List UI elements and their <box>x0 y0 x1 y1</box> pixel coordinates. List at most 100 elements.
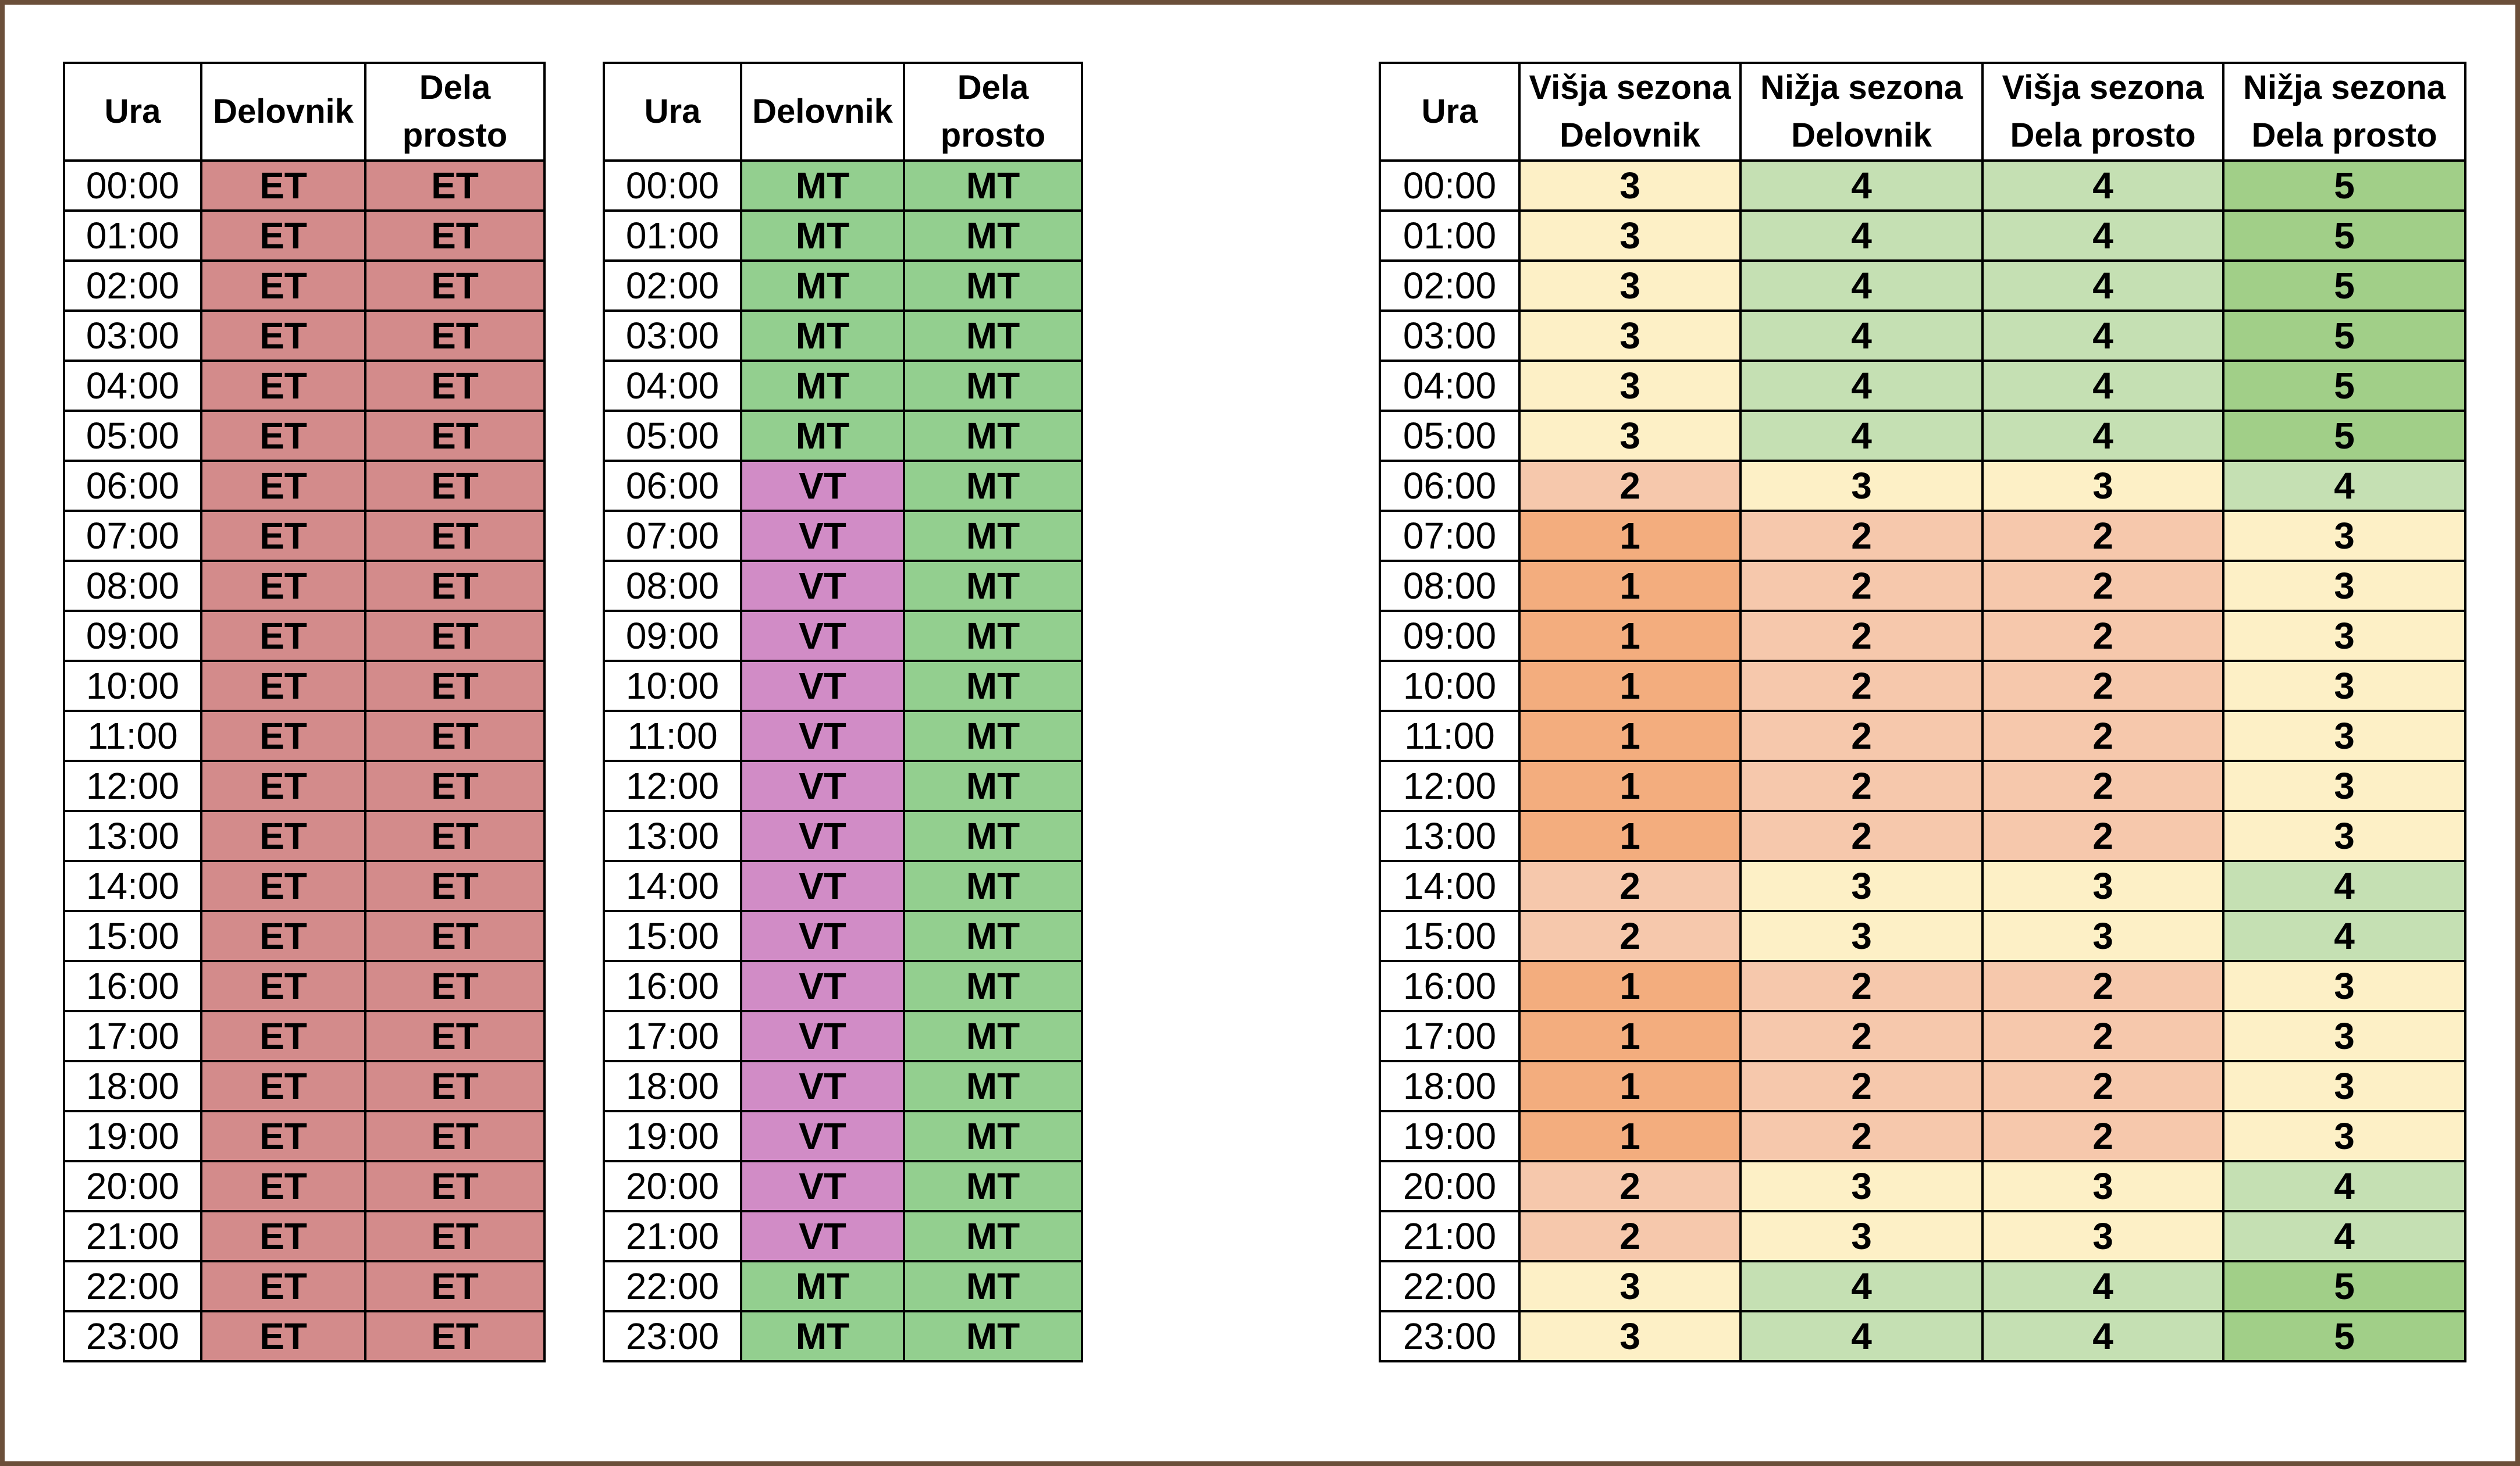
time-cell: 16:00 <box>1379 960 1521 1012</box>
value-cell: 5 <box>2222 1260 2466 1312</box>
header-cell: Delovnik <box>200 62 366 162</box>
value-cell: MT <box>903 710 1083 762</box>
time-cell: 00:00 <box>63 159 202 212</box>
header-cell: Višja sezona Delovnik <box>1518 62 1742 162</box>
value-cell: MT <box>740 1260 905 1312</box>
value-cell: MT <box>903 410 1083 462</box>
table-row: 06:00 2 3 3 4 <box>1379 460 2466 512</box>
table-row: 04:00 ET ET <box>63 360 546 412</box>
value-cell: 4 <box>1981 360 2224 412</box>
value-cell: 2 <box>1739 1110 1984 1162</box>
time-cell: 08:00 <box>63 560 202 612</box>
value-cell: ET <box>200 410 366 462</box>
value-cell: MT <box>903 1010 1083 1062</box>
time-cell: 11:00 <box>603 710 742 762</box>
value-cell: 5 <box>2222 360 2466 412</box>
time-cell: 09:00 <box>603 610 742 662</box>
time-cell: 08:00 <box>603 560 742 612</box>
value-cell: 1 <box>1518 760 1742 812</box>
value-cell: ET <box>200 510 366 562</box>
value-cell: MT <box>903 1060 1083 1112</box>
table-row: 18:00 ET ET <box>63 1060 546 1112</box>
value-cell: ET <box>364 309 546 362</box>
header-cell: Dela prosto <box>903 62 1083 162</box>
value-cell: MT <box>903 209 1083 262</box>
value-cell: 3 <box>2222 660 2466 712</box>
table-row: 12:00 VT MT <box>603 760 1083 812</box>
value-cell: MT <box>740 410 905 462</box>
value-cell: MT <box>903 259 1083 312</box>
header-cell: Ura <box>1379 62 1521 162</box>
time-cell: 12:00 <box>603 760 742 812</box>
time-cell: 16:00 <box>603 960 742 1012</box>
value-cell: ET <box>200 860 366 912</box>
value-cell: 3 <box>2222 1060 2466 1112</box>
value-cell: 2 <box>1981 560 2224 612</box>
value-cell: ET <box>200 610 366 662</box>
table-row: 13:00 ET ET <box>63 810 546 862</box>
value-cell: 3 <box>1518 1260 1742 1312</box>
time-cell: 01:00 <box>603 209 742 262</box>
value-cell: MT <box>903 510 1083 562</box>
table-row: 01:00 3 4 4 5 <box>1379 209 2466 262</box>
time-cell: 12:00 <box>1379 760 1521 812</box>
value-cell: 3 <box>1981 910 2224 962</box>
value-cell: VT <box>740 560 905 612</box>
table-row: 02:00 ET ET <box>63 259 546 312</box>
value-cell: 4 <box>1739 159 1984 212</box>
time-cell: 06:00 <box>63 460 202 512</box>
value-cell: ET <box>364 960 546 1012</box>
time-cell: 10:00 <box>1379 660 1521 712</box>
value-cell: 1 <box>1518 1060 1742 1112</box>
value-cell: MT <box>903 760 1083 812</box>
time-cell: 07:00 <box>603 510 742 562</box>
value-cell: ET <box>200 209 366 262</box>
table-row: 03:00 3 4 4 5 <box>1379 309 2466 362</box>
table-row: 00:00 ET ET <box>63 159 546 212</box>
time-cell: 22:00 <box>63 1260 202 1312</box>
time-cell: 06:00 <box>1379 460 1521 512</box>
value-cell: 3 <box>1739 910 1984 962</box>
table-row: 23:00 MT MT <box>603 1310 1083 1362</box>
value-cell: MT <box>740 259 905 312</box>
time-cell: 09:00 <box>63 610 202 662</box>
table-row: 04:00 3 4 4 5 <box>1379 360 2466 412</box>
value-cell: 2 <box>1739 710 1984 762</box>
time-cell: 10:00 <box>63 660 202 712</box>
value-cell: ET <box>364 159 546 212</box>
value-cell: 5 <box>2222 309 2466 362</box>
value-cell: 3 <box>1981 1160 2224 1212</box>
time-cell: 23:00 <box>603 1310 742 1362</box>
value-cell: 4 <box>1981 309 2224 362</box>
time-cell: 05:00 <box>603 410 742 462</box>
value-cell: ET <box>364 560 546 612</box>
time-cell: 02:00 <box>1379 259 1521 312</box>
value-cell: 1 <box>1518 1110 1742 1162</box>
table-row: 14:00 2 3 3 4 <box>1379 860 2466 912</box>
value-cell: MT <box>903 1160 1083 1212</box>
value-cell: MT <box>903 309 1083 362</box>
value-cell: 2 <box>1739 610 1984 662</box>
table-row: 18:00 VT MT <box>603 1060 1083 1112</box>
value-cell: VT <box>740 1210 905 1262</box>
table-row: 23:00 3 4 4 5 <box>1379 1310 2466 1362</box>
time-cell: 20:00 <box>603 1160 742 1212</box>
table-row: 19:00 1 2 2 3 <box>1379 1110 2466 1162</box>
value-cell: ET <box>364 610 546 662</box>
table-row: 09:00 1 2 2 3 <box>1379 610 2466 662</box>
time-cell: 21:00 <box>1379 1210 1521 1262</box>
value-cell: MT <box>740 159 905 212</box>
value-cell: 2 <box>1518 460 1742 512</box>
time-cell: 18:00 <box>63 1060 202 1112</box>
value-cell: ET <box>364 860 546 912</box>
value-cell: ET <box>364 1260 546 1312</box>
value-cell: ET <box>364 1110 546 1162</box>
value-cell: VT <box>740 760 905 812</box>
value-cell: 4 <box>1981 410 2224 462</box>
time-cell: 03:00 <box>603 309 742 362</box>
value-cell: MT <box>903 360 1083 412</box>
value-cell: 1 <box>1518 960 1742 1012</box>
value-cell: ET <box>364 810 546 862</box>
value-cell: MT <box>903 1110 1083 1162</box>
